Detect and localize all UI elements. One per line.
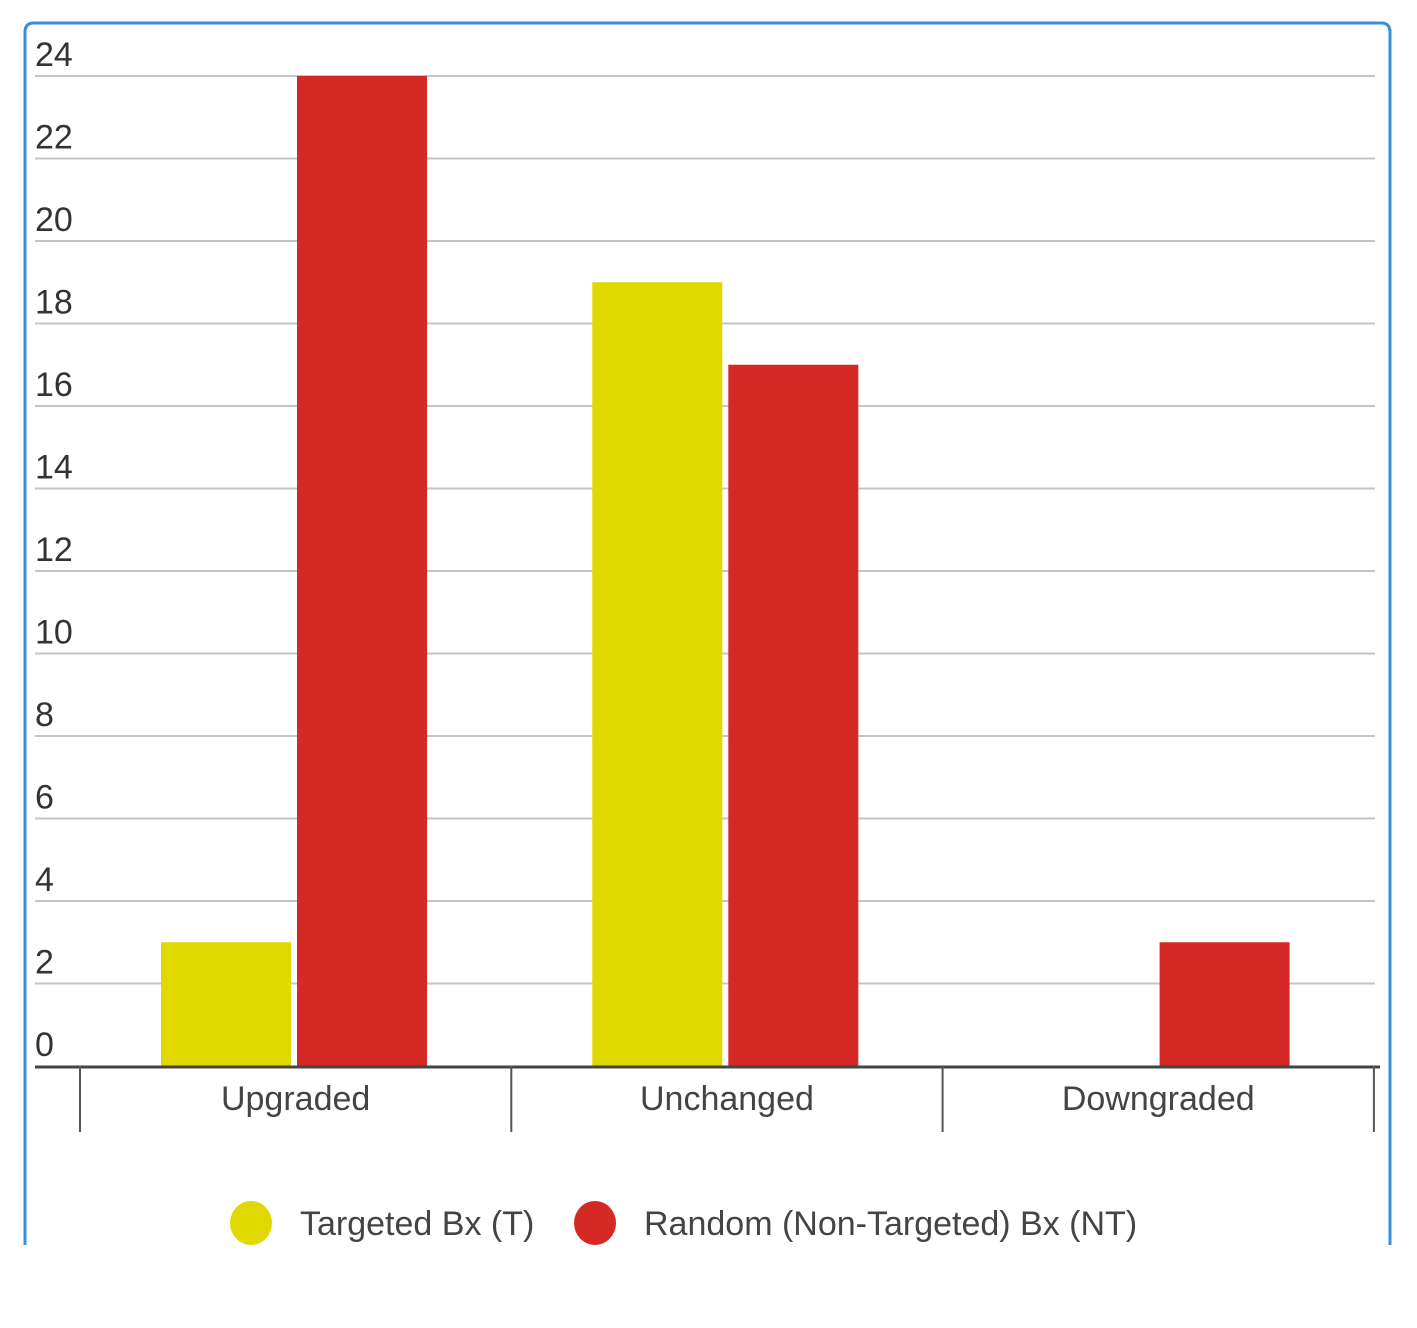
x-category-label: Unchanged (640, 1080, 814, 1118)
bar-unchanged-t (592, 282, 723, 1066)
legend-label: Random (Non-Targeted) Bx (NT) (644, 1205, 1137, 1243)
bar-unchanged-nt (728, 364, 859, 1066)
legend-swatch (574, 1201, 616, 1245)
y-tick-label: 4 (35, 861, 54, 899)
chart-border (23, 21, 1392, 1245)
y-tick-label: 12 (35, 531, 73, 569)
y-tick-label: 24 (35, 36, 73, 74)
bar-upgraded-t (161, 942, 291, 1066)
y-tick-label: 6 (35, 779, 54, 817)
x-category-label: Downgraded (1062, 1080, 1255, 1118)
legend-label: Targeted Bx (T) (300, 1205, 534, 1243)
y-tick-label: 18 (35, 284, 73, 322)
x-category-label: Upgraded (221, 1080, 370, 1118)
y-tick-label: 20 (35, 201, 73, 239)
bar-downgraded-nt (1159, 942, 1290, 1066)
y-tick-label: 14 (35, 449, 73, 487)
y-tick-label: 8 (35, 696, 54, 734)
y-tick-label: 22 (35, 119, 73, 157)
bar-upgraded-nt (297, 76, 427, 1066)
y-tick-label: 10 (35, 614, 73, 652)
y-tick-label: 2 (35, 944, 54, 982)
y-tick-label: 0 (35, 1026, 54, 1064)
y-tick-label: 16 (35, 366, 73, 404)
legend-swatch (230, 1201, 272, 1245)
